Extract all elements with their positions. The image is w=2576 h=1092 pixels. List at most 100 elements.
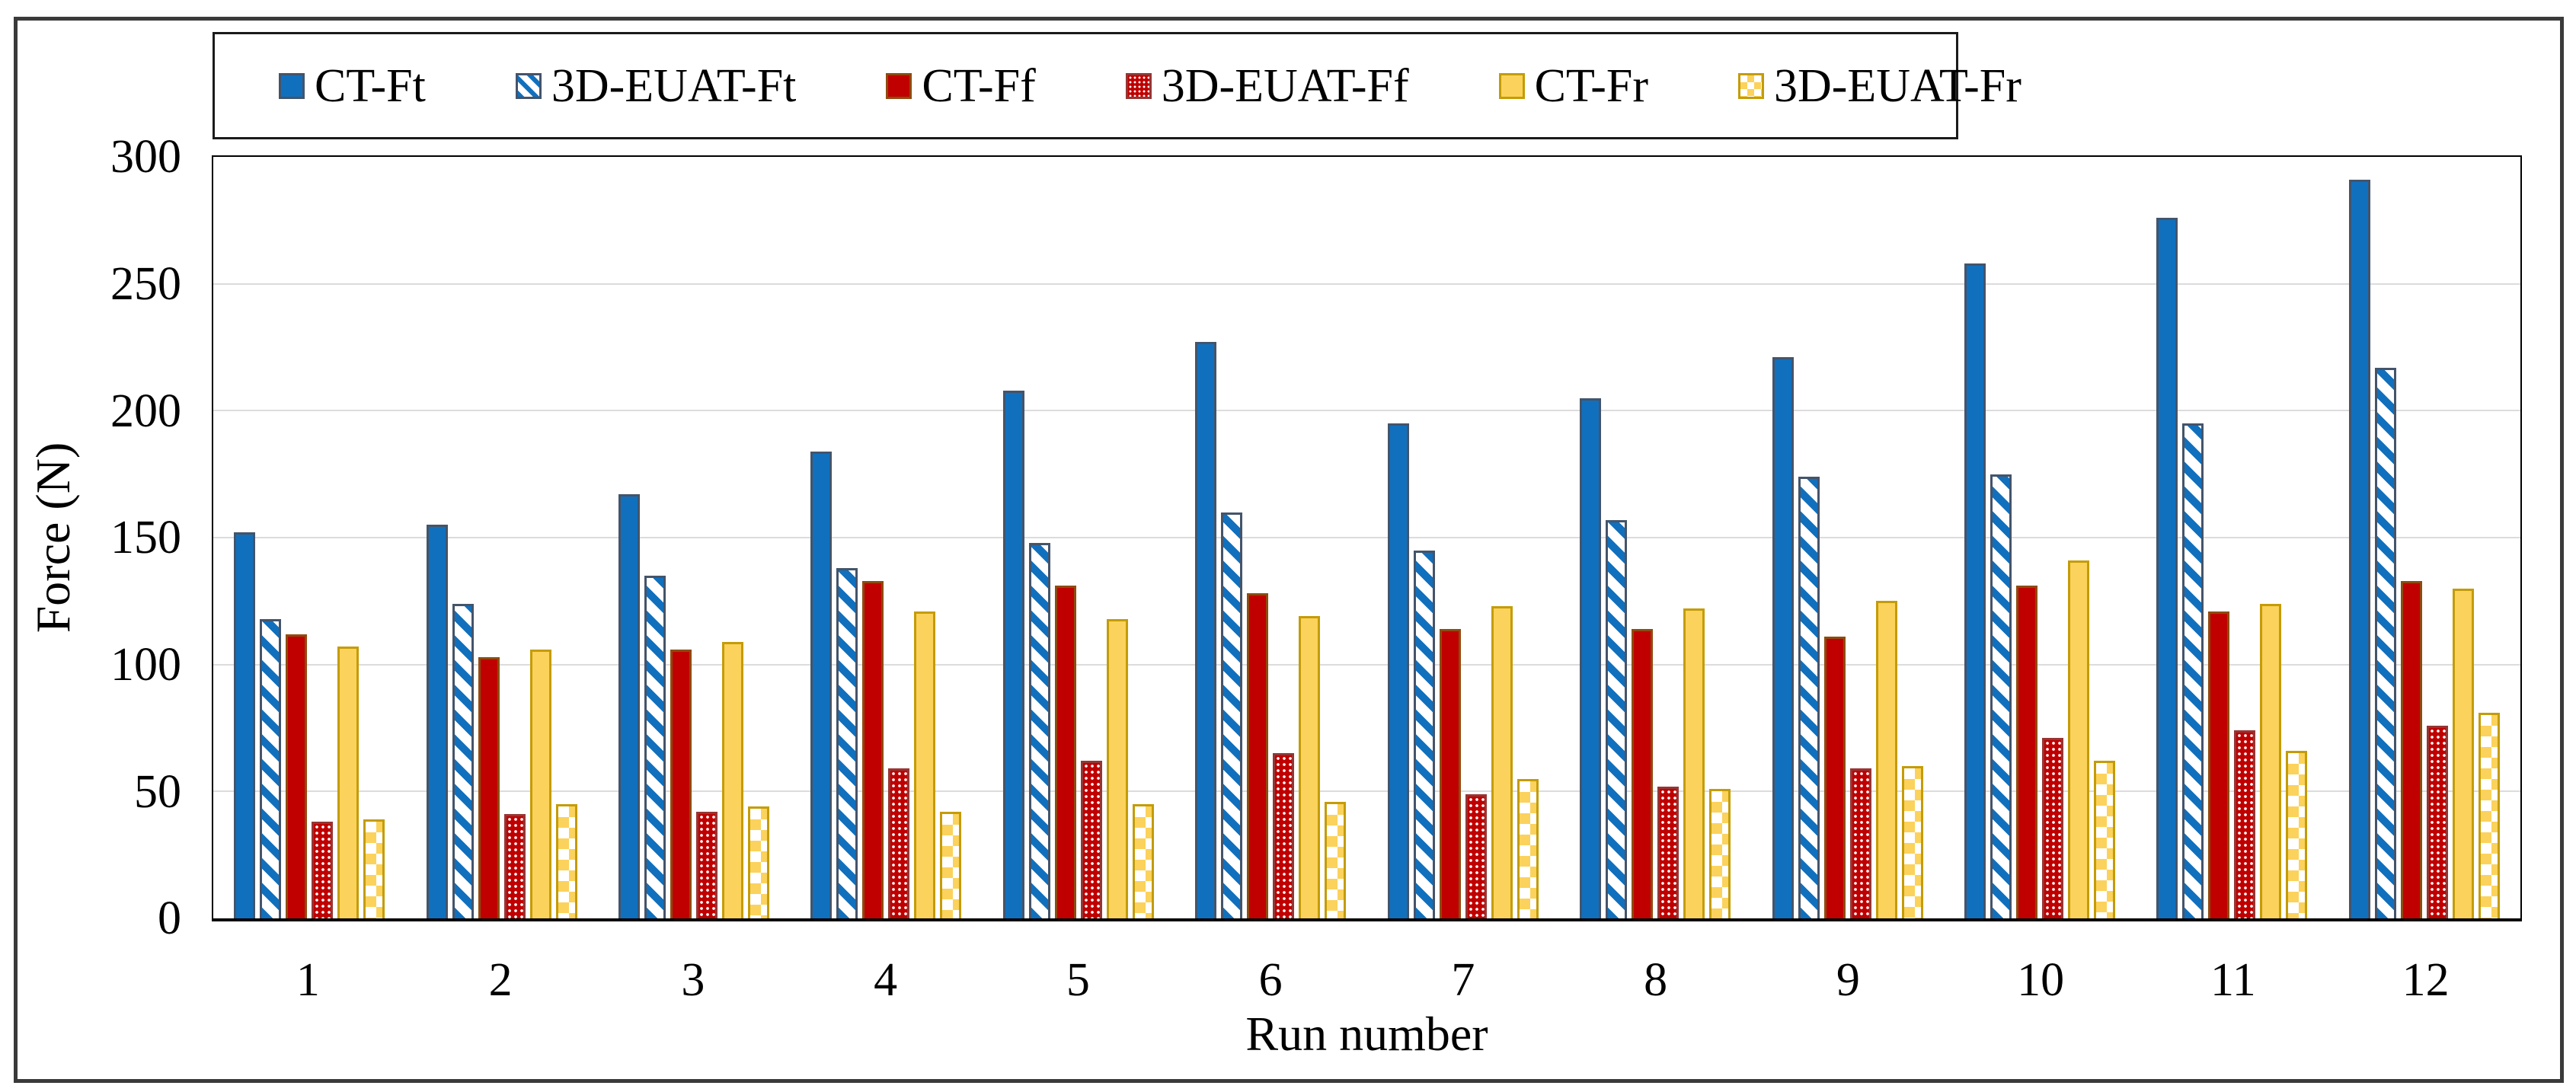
legend-label: 3D-EUAT-Fr bbox=[1773, 59, 2021, 112]
gridline-100 bbox=[213, 663, 2520, 666]
bar-3d-euat-ff-run-5 bbox=[1080, 761, 1102, 918]
legend-label: 3D-EUAT-Ft bbox=[551, 59, 797, 112]
bar-group-run-3 bbox=[598, 157, 790, 918]
legend-entry-ct-ft: CT-Ft bbox=[279, 62, 426, 110]
bar-ct-ft-run-5 bbox=[1002, 391, 1024, 918]
y-tick-label: 150 bbox=[110, 512, 181, 564]
bar-ct-ff-run-3 bbox=[670, 650, 692, 918]
bar-3d-euat-ff-run-12 bbox=[2426, 726, 2448, 918]
x-tick-label: 10 bbox=[2017, 954, 2065, 1006]
bar-3d-euat-fr-run-1 bbox=[363, 819, 385, 918]
bar-group-run-10 bbox=[1944, 157, 2136, 918]
bar-3d-euat-ft-run-4 bbox=[836, 568, 858, 918]
x-tick-label: 1 bbox=[296, 954, 320, 1006]
legend-label: CT-Fr bbox=[1534, 59, 1648, 112]
x-tick-label: 6 bbox=[1258, 954, 1283, 1006]
bar-ct-fr-run-4 bbox=[914, 611, 936, 918]
legend-label: 3D-EUAT-Ff bbox=[1161, 59, 1409, 112]
bar-3d-euat-ft-run-12 bbox=[2374, 368, 2396, 918]
bar-ct-fr-run-9 bbox=[1875, 601, 1897, 918]
bar-ct-fr-run-10 bbox=[2068, 560, 2089, 918]
x-axis-title: Run number bbox=[1245, 1007, 1488, 1061]
bar-ct-fr-run-5 bbox=[1106, 619, 1128, 918]
bar-3d-euat-ff-run-8 bbox=[1657, 787, 1680, 918]
bar-ct-fr-run-2 bbox=[529, 650, 551, 918]
bar-ct-ff-run-1 bbox=[286, 634, 308, 918]
bar-3d-euat-fr-run-9 bbox=[1901, 766, 1923, 918]
y-tick-label: 200 bbox=[110, 385, 181, 437]
bar-group-run-9 bbox=[1751, 157, 1943, 918]
x-tick-label: 5 bbox=[1066, 954, 1090, 1006]
bar-3d-euat-ff-run-2 bbox=[503, 814, 526, 918]
bar-ct-ff-run-11 bbox=[2208, 611, 2230, 918]
gridline-150 bbox=[213, 537, 2520, 538]
bar-3d-euat-ff-run-9 bbox=[1849, 768, 1871, 918]
y-tick-label: 50 bbox=[134, 766, 181, 818]
bar-3d-euat-ff-run-11 bbox=[2234, 730, 2256, 918]
bar-group-run-5 bbox=[983, 157, 1175, 918]
bar-groups bbox=[213, 157, 2520, 918]
x-tick-label: 7 bbox=[1451, 954, 1475, 1006]
bar-ct-ft-run-9 bbox=[1772, 357, 1794, 918]
bar-3d-euat-fr-run-5 bbox=[1132, 804, 1154, 918]
bar-group-run-8 bbox=[1559, 157, 1751, 918]
bar-ct-ft-run-12 bbox=[2348, 180, 2370, 918]
bar-3d-euat-fr-run-4 bbox=[940, 812, 962, 918]
x-tick-label: 3 bbox=[681, 954, 705, 1006]
gridline-200 bbox=[213, 410, 2520, 412]
bar-ct-ft-run-1 bbox=[234, 532, 256, 918]
bar-ct-fr-run-6 bbox=[1299, 616, 1321, 918]
bar-ct-ff-run-9 bbox=[1823, 637, 1846, 918]
ct-ff-swatch-icon bbox=[886, 72, 912, 99]
bar-3d-euat-ft-run-1 bbox=[260, 619, 282, 918]
legend: CT-Ft 3D-EUAT-Ft CT-Ff 3D-EUAT-Ff CT-Fr … bbox=[213, 32, 2021, 139]
bar-group-run-12 bbox=[2328, 157, 2520, 918]
y-tick-label: 300 bbox=[110, 131, 181, 183]
bar-ct-ff-run-6 bbox=[1247, 593, 1269, 918]
ct-ft-swatch-icon bbox=[279, 72, 305, 99]
bar-3d-euat-fr-run-6 bbox=[1325, 802, 1347, 918]
legend-entry-ct-ff: CT-Ff bbox=[886, 59, 1036, 112]
bar-ct-ft-run-8 bbox=[1580, 398, 1602, 918]
y-tick-label: 250 bbox=[110, 258, 181, 310]
bar-3d-euat-ft-run-2 bbox=[452, 604, 474, 918]
x-tick-label: 4 bbox=[874, 954, 898, 1006]
bar-ct-ft-run-7 bbox=[1387, 423, 1409, 918]
bar-3d-euat-ff-run-7 bbox=[1465, 794, 1487, 918]
bar-3d-euat-ff-run-10 bbox=[2042, 738, 2063, 918]
y-tick-label: 100 bbox=[110, 639, 181, 691]
bar-3d-euat-ft-run-3 bbox=[644, 576, 666, 918]
bar-ct-ff-run-5 bbox=[1054, 586, 1076, 918]
bar-ct-ff-run-7 bbox=[1439, 629, 1461, 918]
bar-group-run-1 bbox=[213, 157, 405, 918]
legend-label: CT-Ft bbox=[315, 59, 426, 112]
3d-euat-fr-swatch-icon bbox=[1737, 72, 1764, 99]
bar-3d-euat-ff-run-6 bbox=[1273, 753, 1295, 918]
bar-3d-euat-ft-run-10 bbox=[1990, 474, 2012, 918]
bar-ct-fr-run-8 bbox=[1683, 608, 1705, 918]
bar-ct-fr-run-3 bbox=[722, 642, 744, 918]
x-tick-label: 2 bbox=[488, 954, 513, 1006]
y-tick-label: 0 bbox=[158, 892, 181, 944]
x-tick-label: 12 bbox=[2402, 954, 2450, 1006]
bar-ct-ft-run-11 bbox=[2156, 218, 2178, 918]
bar-3d-euat-fr-run-2 bbox=[555, 804, 577, 918]
bar-ct-ft-run-10 bbox=[1964, 263, 1986, 918]
x-tick-label: 9 bbox=[1836, 954, 1860, 1006]
bar-3d-euat-fr-run-12 bbox=[2478, 713, 2500, 918]
ct-fr-swatch-icon bbox=[1498, 72, 1525, 99]
bar-ct-ft-run-6 bbox=[1195, 342, 1217, 918]
bar-ct-fr-run-11 bbox=[2260, 604, 2282, 918]
bar-3d-euat-ft-run-7 bbox=[1413, 551, 1435, 918]
bar-3d-euat-ft-run-8 bbox=[1606, 520, 1628, 918]
bar-group-run-2 bbox=[405, 157, 597, 918]
bar-ct-ff-run-2 bbox=[478, 657, 500, 918]
legend-label: CT-Ff bbox=[922, 59, 1036, 112]
bar-group-run-4 bbox=[790, 157, 982, 918]
legend-entry-ct-fr: CT-Fr bbox=[1498, 59, 1648, 112]
bar-ct-fr-run-7 bbox=[1491, 606, 1513, 918]
legend-entry-3d-euat-ff: 3D-EUAT-Ff bbox=[1125, 59, 1409, 112]
bar-ct-fr-run-1 bbox=[337, 647, 360, 918]
bar-3d-euat-fr-run-7 bbox=[1517, 779, 1539, 918]
